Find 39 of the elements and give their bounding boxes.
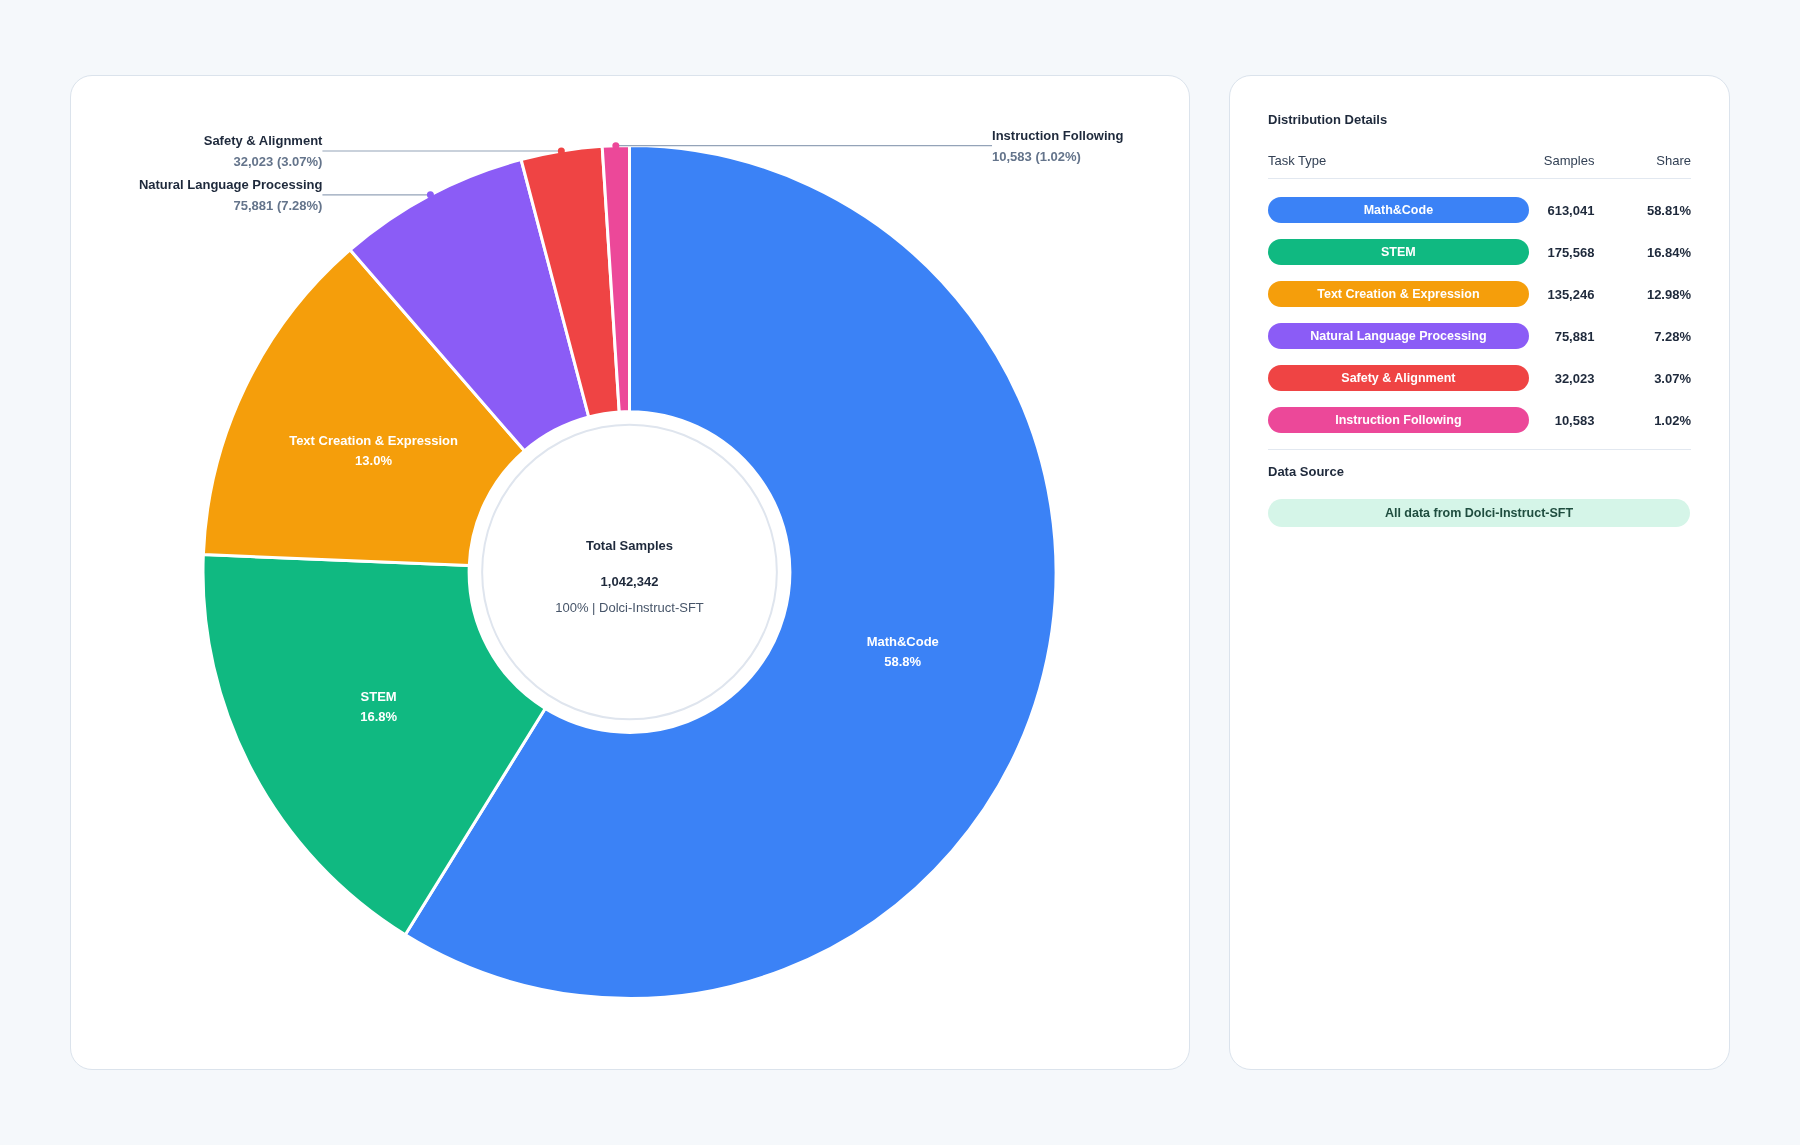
category-label: Natural Language Processing bbox=[1268, 323, 1529, 349]
slice-label: Safety & Alignment bbox=[203, 132, 324, 148]
slice-label: Natural Language Processing bbox=[138, 176, 323, 192]
data-label: 58.8% bbox=[884, 653, 922, 669]
text: 7.28% bbox=[1653, 328, 1691, 344]
text: Total Samples bbox=[585, 538, 674, 553]
text: 135,246 bbox=[1547, 286, 1595, 302]
text: 32,023 bbox=[1554, 370, 1595, 386]
category-label: Text Creation & Expression bbox=[1268, 281, 1529, 307]
data-label: 16.8% bbox=[360, 709, 398, 725]
text: Samples bbox=[1542, 153, 1595, 168]
text: Task Type bbox=[1268, 153, 1328, 168]
category-label: STEM bbox=[1268, 239, 1529, 265]
text: Distribution Details bbox=[1268, 112, 1389, 127]
category-label: Math&Code bbox=[1268, 197, 1529, 223]
slice-label: STEM bbox=[360, 689, 397, 705]
slice-label: Math&Code bbox=[866, 633, 939, 649]
text: 175,568 bbox=[1547, 244, 1595, 260]
slice-label: Instruction Following bbox=[992, 127, 1124, 143]
category-label: Instruction Following bbox=[1268, 407, 1529, 433]
slice-label: Text Creation & Expression bbox=[289, 432, 459, 448]
data-label: 10,583 (1.02%) bbox=[992, 148, 1081, 164]
data-label: 13.0% bbox=[355, 452, 393, 468]
text: Data Source bbox=[1268, 464, 1345, 479]
text: All data from Dolci-Instruct-SFT bbox=[1268, 499, 1690, 527]
data-label: 32,023 (3.07%) bbox=[233, 153, 323, 169]
text: 100% | Dolci-Instruct-SFT bbox=[555, 600, 704, 615]
text: 58.81% bbox=[1645, 202, 1691, 218]
text: Share bbox=[1655, 153, 1691, 168]
text: 613,041 bbox=[1547, 202, 1595, 218]
text: 12.98% bbox=[1645, 286, 1691, 302]
text: 10,583 bbox=[1554, 412, 1595, 428]
data-label: 75,881 (7.28%) bbox=[233, 197, 323, 213]
text: 3.07% bbox=[1653, 370, 1691, 386]
text: 1.02% bbox=[1653, 412, 1691, 428]
category-label: Safety & Alignment bbox=[1268, 365, 1529, 391]
text: 75,881 bbox=[1554, 328, 1595, 344]
text: 16.84% bbox=[1645, 244, 1691, 260]
text: 1,042,342 bbox=[600, 574, 659, 589]
